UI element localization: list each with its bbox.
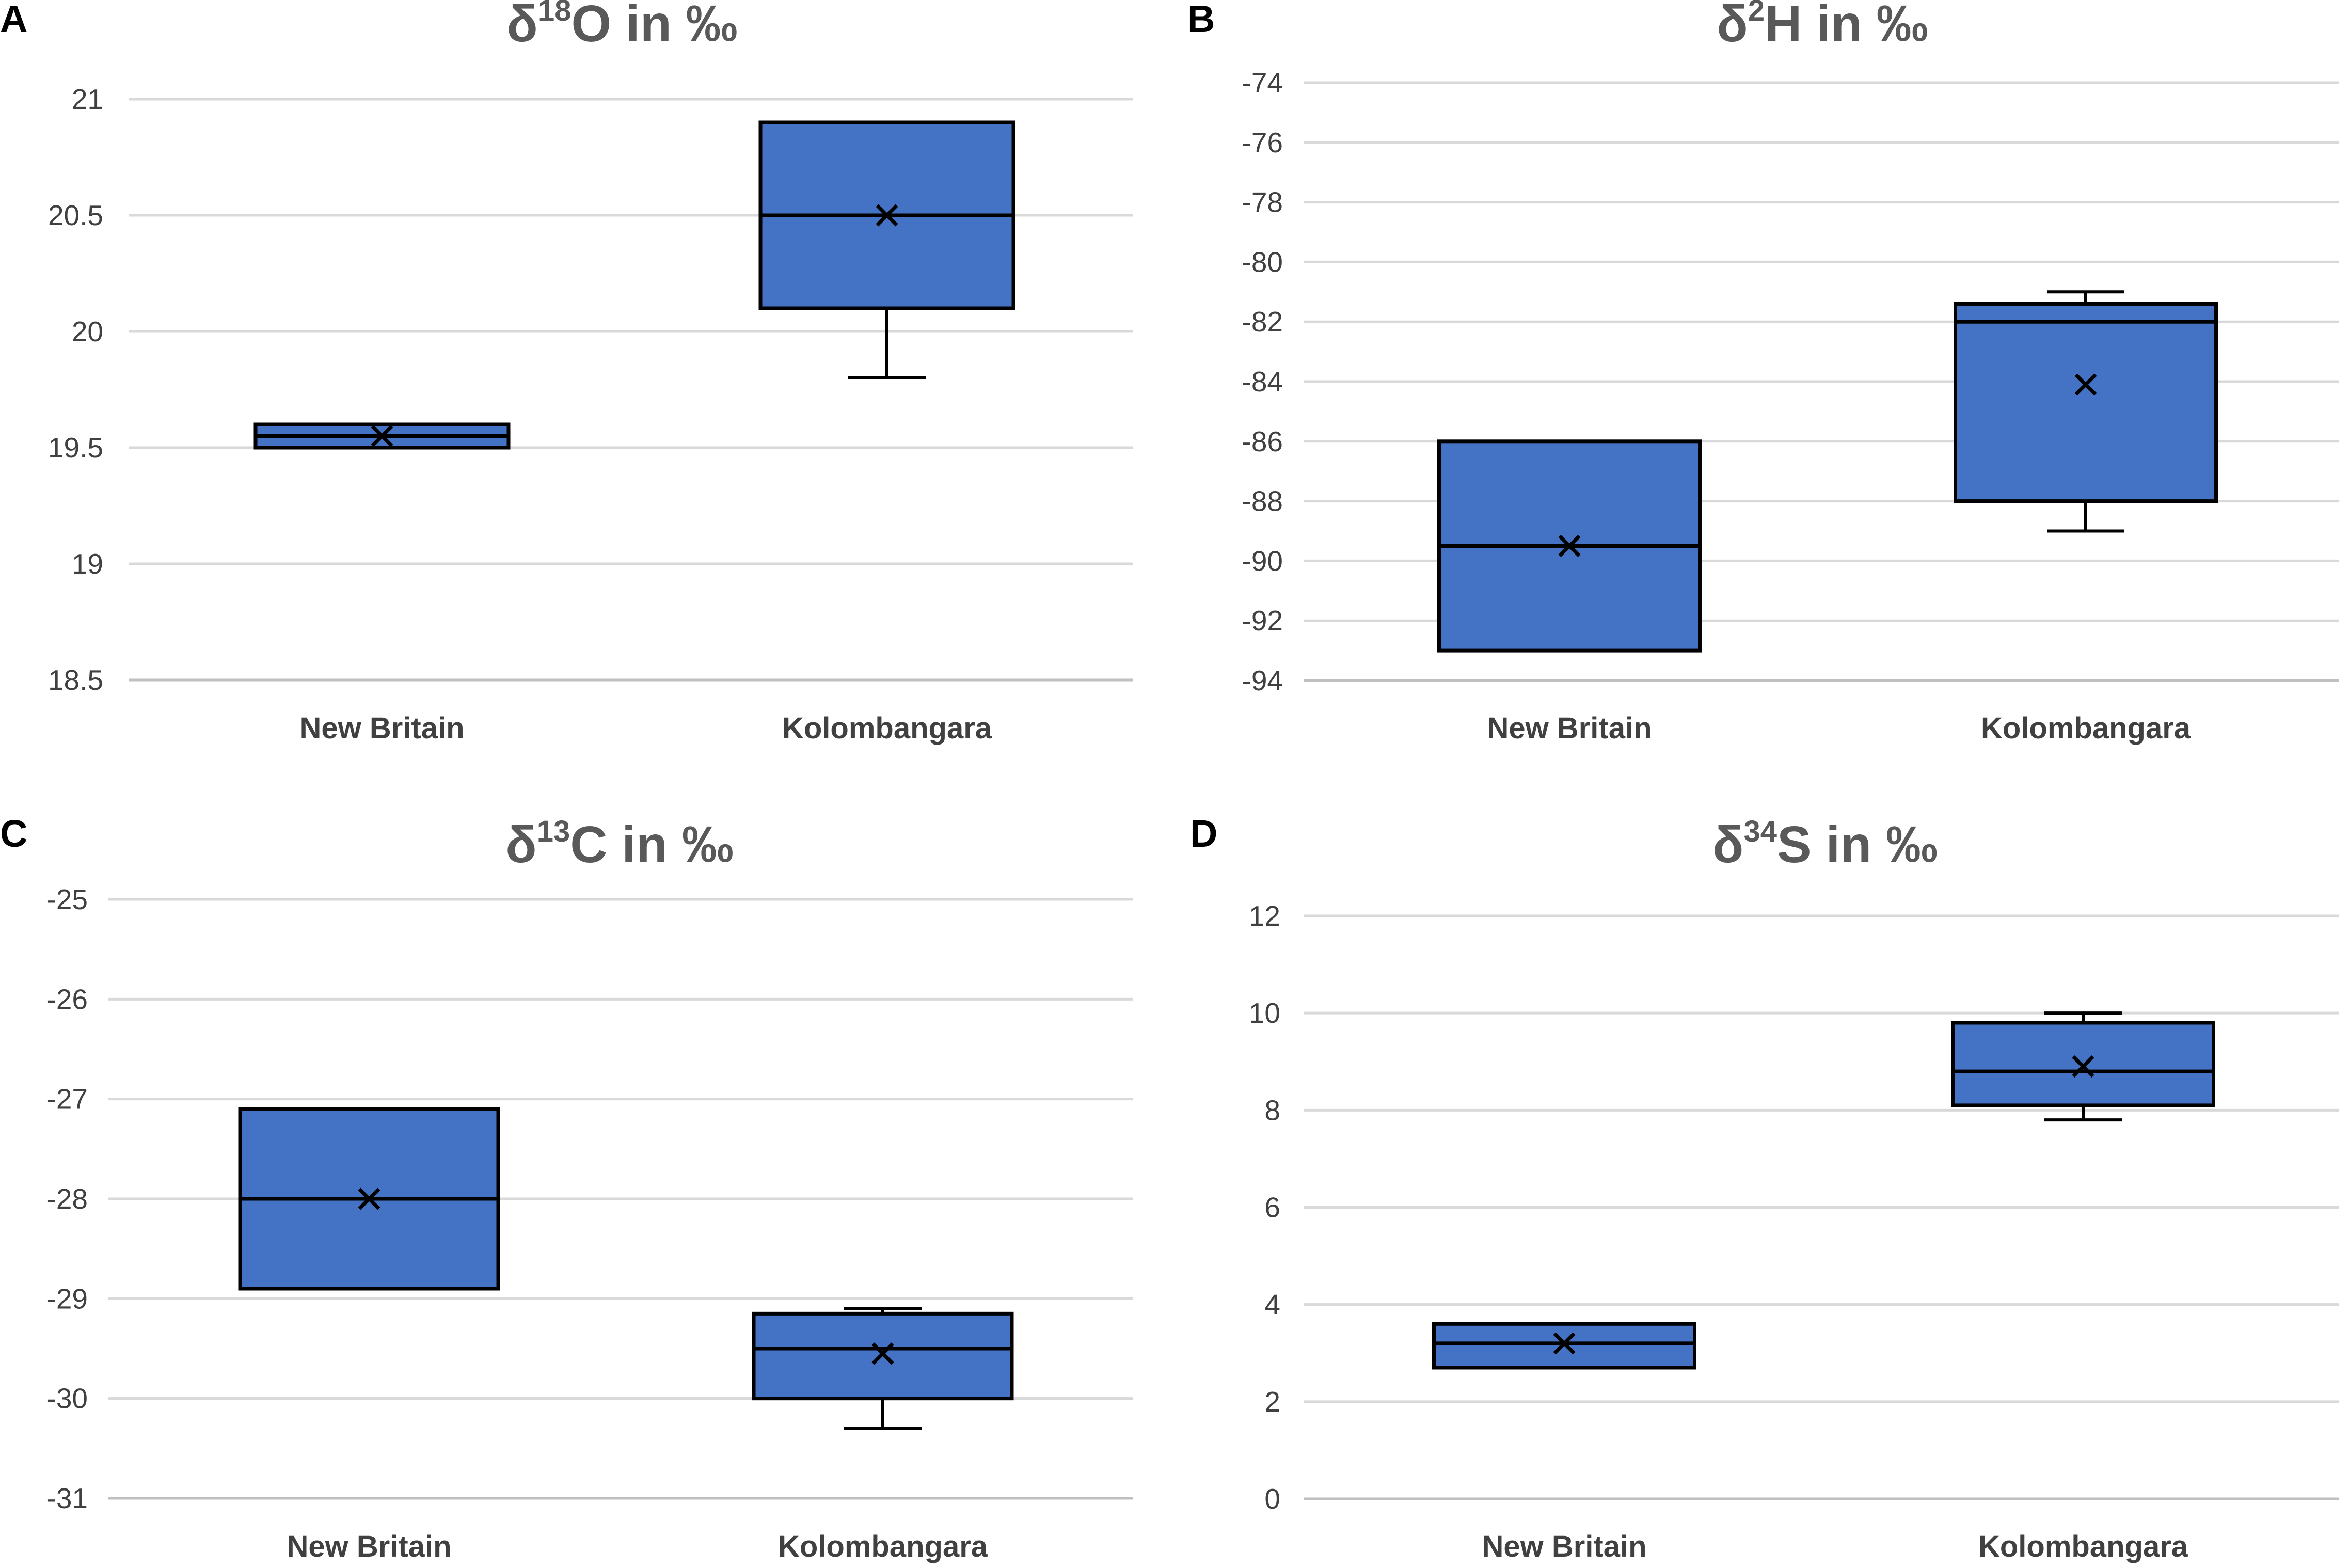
- y-tick-label: 19.5: [48, 432, 103, 464]
- mean-marker: [1558, 534, 1581, 557]
- box-kolombangara: [1954, 290, 2218, 533]
- y-tick-label: 10: [1249, 997, 1280, 1029]
- chart-title: δ13C in ‰: [505, 815, 734, 874]
- y-tick-label: -82: [1242, 306, 1283, 338]
- box-new-britain: [1432, 1322, 1696, 1370]
- x-category-label: Kolombangara: [1981, 711, 2191, 745]
- box-new-britain: [1437, 439, 1702, 653]
- panel-letter: A: [0, 0, 27, 40]
- y-tick-label: -76: [1242, 126, 1283, 159]
- chart-title: δ34S in ‰: [1712, 815, 1938, 874]
- x-category-label: Kolombangara: [778, 1530, 988, 1563]
- y-tick-label: -28: [47, 1183, 88, 1215]
- box-kolombangara: [758, 120, 1015, 379]
- y-tick-label: -78: [1242, 186, 1283, 218]
- y-tick-label: 20.5: [48, 199, 103, 231]
- y-tick-label: -27: [47, 1083, 88, 1115]
- x-category-label: New Britain: [287, 1530, 451, 1563]
- mean-marker: [2074, 373, 2097, 396]
- chart-title: δ18O in ‰: [506, 0, 737, 53]
- y-tick-label: 20: [72, 315, 103, 347]
- box-iqr: [1954, 302, 2218, 503]
- panel-letter: C: [0, 812, 27, 855]
- y-tick-label: -31: [47, 1482, 88, 1514]
- panel-letter: D: [1190, 812, 1217, 855]
- y-tick-label: -90: [1242, 545, 1283, 577]
- y-tick-label: 12: [1249, 900, 1280, 932]
- mean-marker: [2072, 1055, 2094, 1078]
- x-category-label: New Britain: [1487, 711, 1652, 745]
- mean-marker: [876, 204, 898, 227]
- y-tick-label: 0: [1264, 1483, 1280, 1515]
- mean-marker: [358, 1187, 380, 1210]
- box-kolombangara: [752, 1307, 1014, 1430]
- y-tick-label: 21: [72, 83, 103, 115]
- y-tick-label: -92: [1242, 605, 1283, 637]
- y-tick-label: 19: [72, 548, 103, 580]
- y-tick-label: -86: [1242, 425, 1283, 457]
- x-category-label: New Britain: [1482, 1530, 1646, 1563]
- mean-marker: [871, 1342, 894, 1365]
- y-tick-label: 18.5: [48, 664, 103, 696]
- x-category-label: Kolombangara: [782, 711, 992, 745]
- y-tick-label: -88: [1242, 485, 1283, 517]
- y-tick-label: -26: [47, 983, 88, 1015]
- y-tick-label: -29: [47, 1282, 88, 1314]
- y-tick-label: -30: [47, 1383, 88, 1415]
- box-kolombangara: [1951, 1011, 2215, 1122]
- y-tick-label: 8: [1264, 1094, 1280, 1126]
- panel-letter: B: [1187, 0, 1215, 40]
- y-tick-label: -80: [1242, 246, 1283, 278]
- y-tick-label: -94: [1242, 664, 1283, 696]
- mean-marker: [1553, 1332, 1576, 1355]
- y-tick-label: 6: [1264, 1192, 1280, 1224]
- y-tick-label: 2: [1264, 1386, 1280, 1418]
- x-category-label: Kolombangara: [1978, 1530, 2188, 1563]
- box-new-britain: [238, 1107, 500, 1291]
- y-tick-label: -74: [1242, 67, 1283, 99]
- x-category-label: New Britain: [299, 711, 464, 745]
- y-tick-label: 4: [1264, 1289, 1280, 1321]
- box-new-britain: [253, 422, 511, 450]
- chart-title: δ2H in ‰: [1717, 0, 1928, 53]
- y-tick-label: -84: [1242, 366, 1283, 398]
- mean-marker: [371, 425, 393, 447]
- y-tick-label: -25: [47, 883, 88, 915]
